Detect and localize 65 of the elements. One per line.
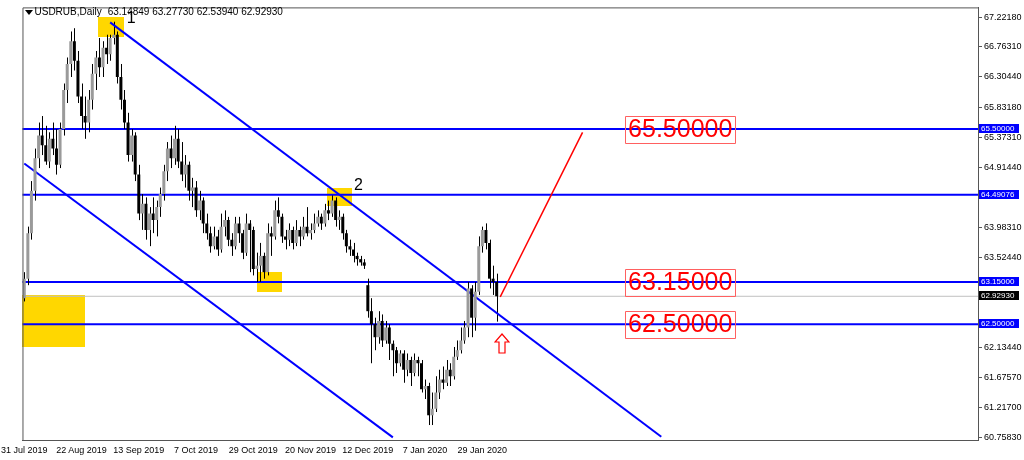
candlestick bbox=[298, 226, 302, 247]
candlestick bbox=[97, 37, 101, 78]
candlestick bbox=[409, 356, 413, 387]
x-tick-label: 31 Jul 2019 bbox=[1, 444, 48, 455]
candlestick bbox=[405, 352, 409, 377]
candlestick bbox=[169, 135, 173, 169]
candlestick bbox=[441, 365, 445, 390]
y-tick-label: 61.21700 bbox=[984, 402, 1022, 413]
candlestick bbox=[101, 40, 105, 78]
ref-line-label: 62.92930 bbox=[981, 291, 1015, 301]
candlestick bbox=[352, 242, 356, 263]
candlestick bbox=[384, 320, 388, 345]
candlestick bbox=[294, 219, 298, 247]
candlestick bbox=[387, 323, 391, 361]
chart-title: USDRUB,Daily bbox=[34, 6, 102, 18]
y-tick-label: 66.76310 bbox=[984, 41, 1022, 52]
y-tick-label: 65.37310 bbox=[984, 131, 1022, 142]
y-tick-label: 61.67570 bbox=[984, 372, 1022, 383]
candlestick bbox=[380, 313, 384, 348]
y-tick-label: 63.52440 bbox=[984, 252, 1022, 263]
x-tick-label: 12 Dec 2019 bbox=[342, 444, 394, 455]
x-tick-label: 7 Oct 2019 bbox=[174, 444, 219, 455]
candlestick bbox=[173, 125, 177, 166]
x-tick-label: 20 Nov 2019 bbox=[285, 444, 337, 455]
candlestick bbox=[334, 196, 338, 228]
candlestick bbox=[269, 226, 273, 257]
y-tick-label: 62.13440 bbox=[984, 342, 1022, 353]
candlestick bbox=[323, 203, 327, 228]
y-tick-label: 65.83180 bbox=[984, 101, 1022, 112]
y-tick-label: 63.98310 bbox=[984, 222, 1022, 233]
candlestick bbox=[326, 200, 330, 221]
ref-line-label: 63.15000 bbox=[981, 277, 1015, 287]
candlestick bbox=[151, 196, 155, 234]
candlestick bbox=[216, 229, 220, 257]
annotation: 2 bbox=[354, 176, 364, 194]
candlestick bbox=[183, 154, 187, 189]
candlestick bbox=[194, 180, 198, 218]
candlestick bbox=[305, 206, 309, 237]
y-tick-label: 66.30440 bbox=[984, 71, 1022, 82]
x-tick-label: 7 Jan 2020 bbox=[402, 444, 448, 455]
ref-line-label: 64.49076 bbox=[981, 189, 1015, 199]
y-tick-label: 60.75830 bbox=[984, 431, 1022, 442]
candlestick bbox=[108, 34, 112, 62]
y-tick-label: 64.91440 bbox=[984, 161, 1022, 172]
candlestick bbox=[212, 226, 216, 250]
candlestick bbox=[291, 226, 295, 250]
x-tick-label: 29 Jan 2020 bbox=[457, 444, 508, 455]
candlestick bbox=[262, 252, 266, 280]
ref-line-label: 65.50000 bbox=[981, 124, 1015, 134]
ref-line-label: 62.50000 bbox=[981, 319, 1015, 329]
candlestick bbox=[219, 213, 223, 254]
candlestick bbox=[258, 242, 262, 283]
candlestick bbox=[445, 359, 449, 387]
x-tick-label: 22 Aug 2019 bbox=[56, 444, 107, 455]
candlestick bbox=[287, 222, 291, 247]
x-tick-label: 29 Oct 2019 bbox=[228, 444, 278, 455]
candlestick bbox=[248, 219, 252, 273]
candlestick bbox=[148, 206, 152, 247]
candlestick bbox=[412, 352, 416, 377]
x-tick-label: 13 Sep 2019 bbox=[113, 444, 165, 455]
candlestick bbox=[448, 362, 452, 387]
candlestick bbox=[330, 194, 334, 218]
y-tick-label: 67.22180 bbox=[984, 11, 1022, 22]
candlestick bbox=[198, 190, 202, 221]
candlestick bbox=[105, 34, 109, 65]
